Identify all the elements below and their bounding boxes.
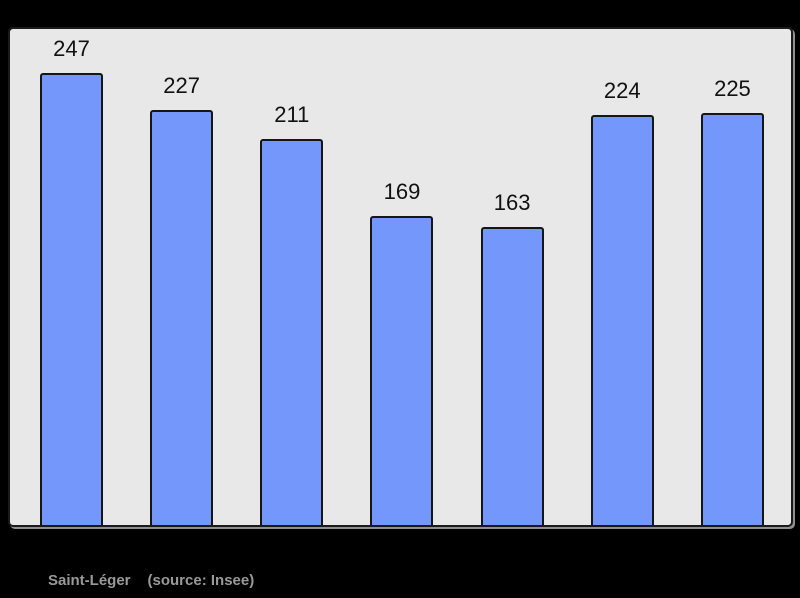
bar-group-2: 227 xyxy=(150,73,214,525)
bar xyxy=(40,73,103,525)
bar xyxy=(150,110,214,525)
bar-value-label: 211 xyxy=(274,102,310,127)
bar xyxy=(480,227,544,525)
bar-group-5: 163 xyxy=(480,190,544,525)
bar xyxy=(700,113,764,525)
bar xyxy=(260,139,324,525)
bar-group-3: 211 xyxy=(260,102,324,525)
bar-group-1: 247 xyxy=(40,36,103,525)
bar-value-label: 247 xyxy=(53,36,90,61)
caption-source: (source: Insee) xyxy=(147,572,255,589)
bar xyxy=(370,216,434,525)
bars-container: 247 227 211 169 163 224 xyxy=(10,29,791,525)
bar-value-label: 163 xyxy=(493,190,531,215)
caption-commune-name: Saint-Léger xyxy=(48,572,131,589)
bar-value-label: 224 xyxy=(603,78,641,103)
bar-value-label: 169 xyxy=(383,179,421,204)
bar-group-6: 224 xyxy=(590,78,654,525)
chart-plot-panel: 247 227 211 169 163 224 xyxy=(8,27,793,527)
bar-value-label: 227 xyxy=(163,73,201,98)
bar-group-4: 169 xyxy=(370,179,434,525)
bar xyxy=(590,115,654,525)
chart-caption: Saint-Léger (source: Insee) xyxy=(48,572,254,589)
bar-value-label: 225 xyxy=(714,76,751,101)
bar-group-7: 225 xyxy=(700,76,764,525)
